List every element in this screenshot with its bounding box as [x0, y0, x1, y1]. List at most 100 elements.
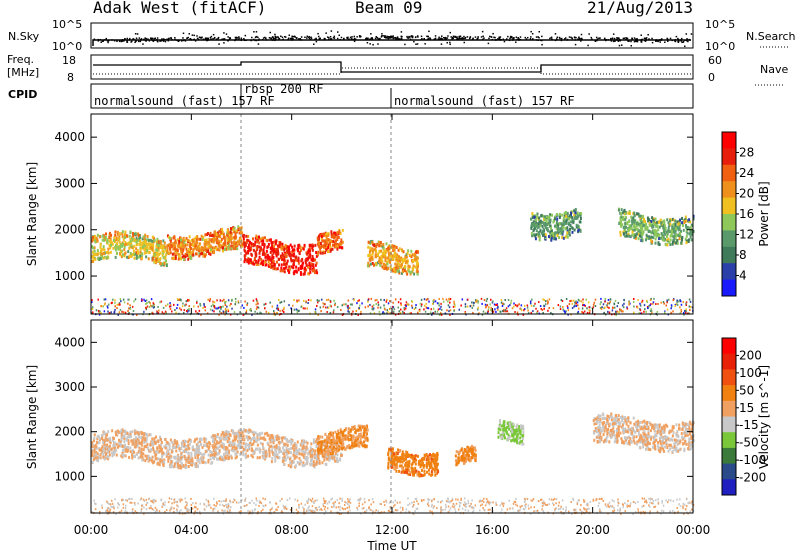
noise-point — [674, 40, 676, 42]
data-cell — [527, 309, 529, 312]
data-cell — [520, 304, 523, 307]
data-cell — [550, 226, 553, 230]
data-cell — [396, 260, 399, 264]
noise-point — [458, 37, 461, 40]
data-cell — [659, 218, 662, 222]
data-cell — [370, 256, 373, 260]
data-cell — [394, 262, 397, 266]
data-cell — [127, 298, 130, 301]
data-cell — [167, 303, 169, 306]
data-cell — [399, 311, 402, 314]
data-cell — [139, 243, 142, 247]
data-cell — [99, 245, 102, 249]
data-cell — [628, 220, 631, 224]
data-cell — [100, 256, 103, 260]
data-cell — [257, 437, 260, 441]
data-cell — [91, 441, 94, 445]
data-cell — [216, 432, 219, 436]
data-cell — [114, 244, 117, 248]
data-cell — [282, 436, 285, 440]
data-cell — [553, 215, 556, 219]
data-cell — [108, 311, 111, 314]
data-cell — [662, 236, 665, 240]
data-cell — [283, 308, 285, 311]
data-cell — [673, 222, 676, 226]
data-cell — [446, 309, 448, 312]
data-cell — [340, 238, 343, 242]
data-cell — [547, 235, 550, 239]
data-cell — [263, 303, 265, 306]
data-cell — [204, 240, 207, 244]
data-cell — [256, 456, 259, 460]
data-cell — [198, 251, 201, 255]
data-cell — [203, 437, 206, 441]
data-cell — [102, 453, 105, 457]
data-cell — [626, 306, 628, 309]
data-cell — [381, 245, 384, 249]
data-cell — [256, 433, 259, 437]
data-cell — [393, 252, 396, 256]
data-cell — [259, 433, 262, 437]
noise-point — [626, 37, 629, 40]
data-cell — [579, 220, 582, 224]
data-cell — [405, 270, 408, 274]
data-cell — [389, 300, 391, 303]
data-cell — [356, 302, 358, 305]
data-cell — [636, 305, 638, 308]
data-cell — [496, 304, 498, 307]
noise-point — [134, 33, 137, 35]
data-cell — [338, 457, 341, 461]
data-cell — [680, 303, 683, 306]
data-cell — [273, 263, 276, 267]
data-cell — [334, 233, 337, 237]
data-cell — [164, 256, 167, 260]
data-cell — [239, 311, 241, 314]
data-cell — [578, 299, 581, 302]
data-cell — [574, 208, 577, 212]
data-cell — [230, 302, 232, 305]
data-cell — [664, 310, 666, 313]
noise-point — [356, 36, 358, 38]
noise-point — [568, 36, 571, 38]
data-cell — [190, 451, 193, 455]
noise-point — [371, 38, 374, 40]
data-cell — [486, 297, 488, 300]
noise-right-top-tick: 10^5 — [705, 18, 735, 31]
noise-point — [450, 36, 452, 38]
data-cell — [161, 246, 164, 250]
noise-point — [354, 38, 357, 40]
noise-point — [383, 35, 385, 37]
data-cell — [197, 444, 200, 448]
velocity-plot-frame — [91, 320, 693, 513]
data-cell — [643, 304, 646, 307]
noise-point — [336, 31, 339, 33]
data-cell — [101, 255, 104, 259]
data-cell — [98, 235, 101, 239]
data-cell — [196, 245, 199, 249]
noise-point — [571, 37, 573, 39]
data-cell — [102, 238, 105, 242]
data-cell — [571, 302, 574, 305]
data-cell — [268, 256, 271, 260]
data-cell — [218, 441, 221, 445]
data-cell — [679, 300, 682, 303]
data-cell — [374, 247, 377, 251]
data-cell — [190, 251, 193, 255]
data-cell — [323, 458, 326, 462]
data-cell — [172, 256, 175, 260]
data-cell — [258, 456, 261, 460]
data-cell — [415, 304, 417, 307]
data-cell — [221, 445, 224, 449]
data-cell — [648, 229, 651, 233]
data-cell — [190, 247, 193, 251]
noise-point — [489, 35, 491, 38]
noise-point — [511, 36, 513, 38]
data-cell — [400, 271, 403, 275]
data-cell — [545, 227, 548, 231]
data-cell — [250, 253, 253, 257]
data-cell — [635, 222, 638, 226]
data-cell — [624, 217, 627, 221]
data-cell — [642, 230, 645, 234]
data-cell — [189, 256, 192, 260]
data-cell — [416, 272, 419, 276]
